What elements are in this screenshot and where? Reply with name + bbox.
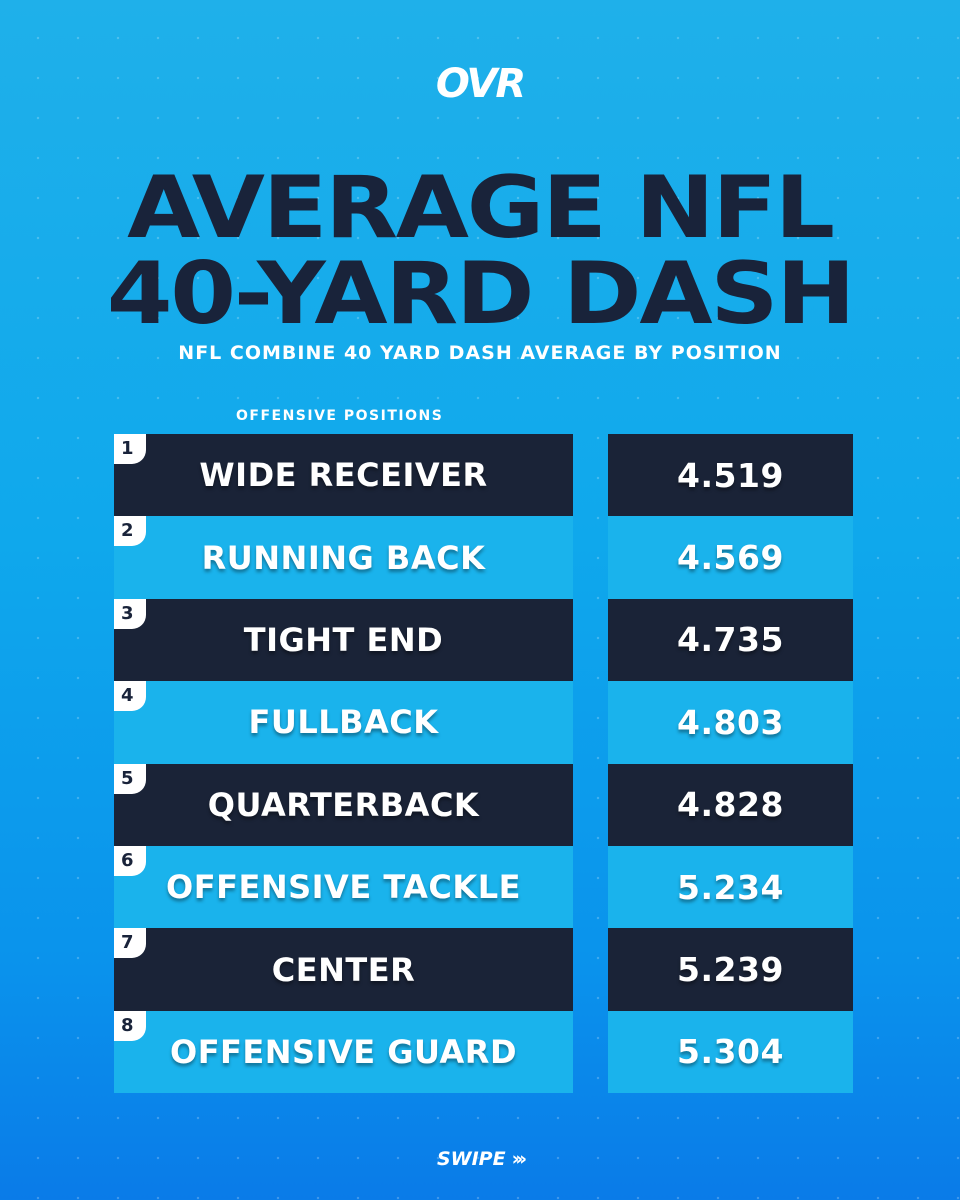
position-name: CENTER xyxy=(271,950,416,989)
table-row: 3 TIGHT END 4.735 xyxy=(114,598,854,682)
position-cell: 3 TIGHT END xyxy=(114,598,573,682)
time-cell: 4.735 xyxy=(608,598,853,682)
table-row: 2 RUNNING BACK 4.569 xyxy=(114,516,854,599)
position-name: OFFENSIVE TACKLE xyxy=(166,868,521,907)
position-cell: 8 OFFENSIVE GUARD xyxy=(114,1010,573,1094)
page-subtitle: NFL COMBINE 40 YARD DASH AVERAGE BY POSI… xyxy=(178,342,782,364)
rank-badge: 2 xyxy=(114,516,146,547)
position-cell: 5 QUARTERBACK xyxy=(114,763,573,846)
rank-badge: 4 xyxy=(114,681,146,712)
time-cell: 4.828 xyxy=(608,763,853,846)
time-cell: 5.239 xyxy=(608,928,853,1011)
table-row: 5 QUARTERBACK 4.828 xyxy=(114,763,854,846)
position-name: RUNNING BACK xyxy=(201,538,486,577)
rank-badge: 1 xyxy=(114,434,146,464)
position-cell: 1 WIDE RECEIVER xyxy=(114,434,573,517)
swipe-label: SWIPE xyxy=(436,1148,506,1170)
page-title-line-1: AVERAGE NFL xyxy=(127,158,835,258)
position-cell: 4 FULLBACK xyxy=(114,681,573,764)
ranking-table: 1 WIDE RECEIVER 4.519 2 RUNNING BACK 4.5… xyxy=(114,434,854,1094)
time-cell: 5.304 xyxy=(608,1010,853,1094)
table-row: 4 FULLBACK 4.803 xyxy=(114,681,854,764)
table-row: 7 CENTER 5.239 xyxy=(114,928,854,1011)
ovr-logo: OVR xyxy=(435,61,526,107)
position-name: FULLBACK xyxy=(248,703,439,742)
position-cell: 7 CENTER xyxy=(114,928,573,1011)
rank-badge: 8 xyxy=(114,1010,146,1041)
rank-badge: 3 xyxy=(114,598,146,629)
rank-badge: 6 xyxy=(114,845,146,876)
rank-badge: 5 xyxy=(114,763,146,794)
triple-chevron-right-icon: ››› xyxy=(511,1148,527,1170)
position-name: TIGHT END xyxy=(243,620,444,659)
section-label: OFFENSIVE POSITIONS xyxy=(236,408,444,424)
position-cell: 6 OFFENSIVE TACKLE xyxy=(114,845,573,929)
time-cell: 4.803 xyxy=(608,681,853,764)
position-name: QUARTERBACK xyxy=(207,785,480,824)
position-name: OFFENSIVE GUARD xyxy=(169,1032,517,1071)
page-title-line-2: 40-YARD DASH xyxy=(106,244,856,344)
time-cell: 4.569 xyxy=(608,516,853,599)
position-name: WIDE RECEIVER xyxy=(199,456,488,495)
position-cell: 2 RUNNING BACK xyxy=(114,516,573,599)
table-row: 1 WIDE RECEIVER 4.519 xyxy=(114,434,854,517)
rank-badge: 7 xyxy=(114,928,146,959)
time-cell: 4.519 xyxy=(608,434,853,517)
table-row: 6 OFFENSIVE TACKLE 5.234 xyxy=(114,845,854,929)
time-cell: 5.234 xyxy=(608,845,853,929)
table-row: 8 OFFENSIVE GUARD 5.304 xyxy=(114,1010,854,1094)
swipe-prompt[interactable]: SWIPE ››› xyxy=(0,1146,960,1172)
